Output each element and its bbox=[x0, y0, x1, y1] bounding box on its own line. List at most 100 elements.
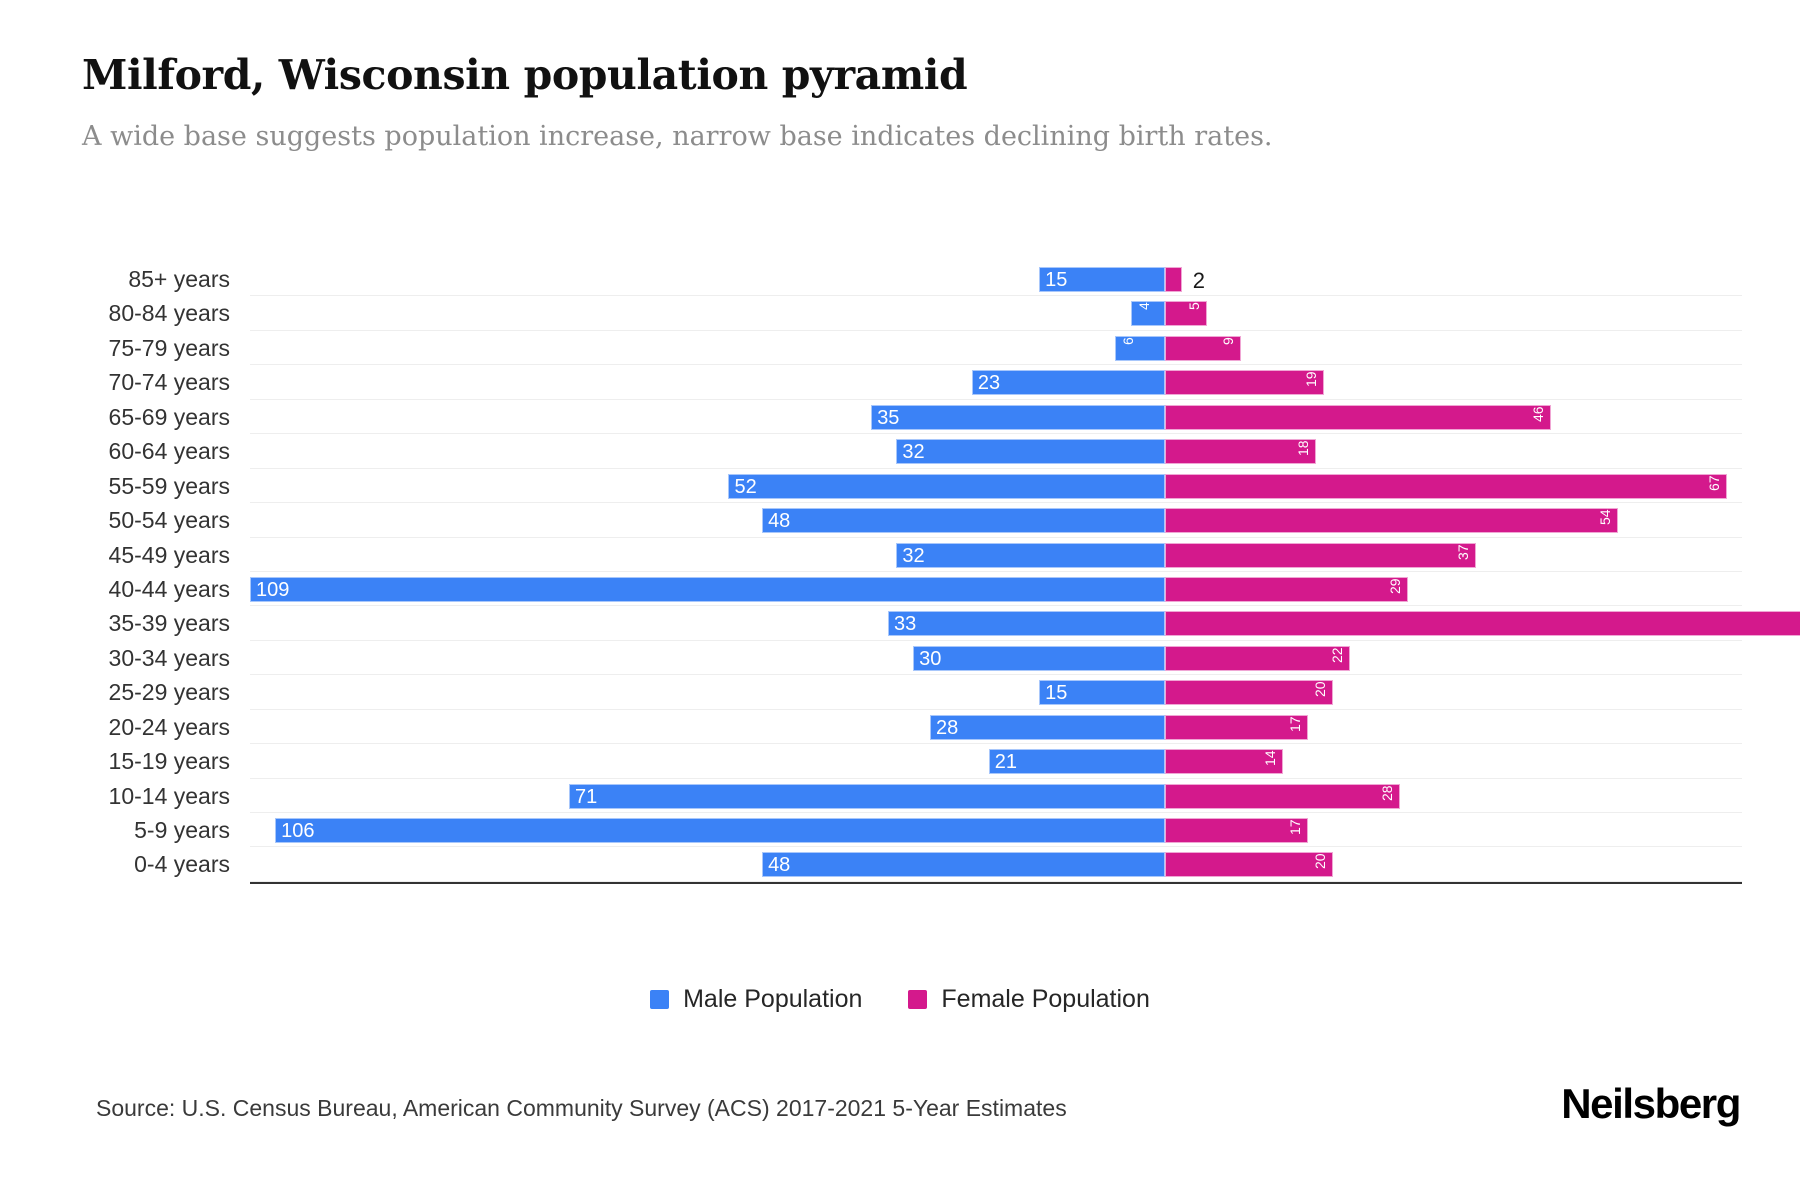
bar-value-female: 20 bbox=[1311, 681, 1328, 697]
gridline bbox=[250, 674, 1742, 676]
bar-female[interactable]: 46 bbox=[1165, 404, 1552, 430]
bar-male[interactable]: 48 bbox=[762, 852, 1165, 878]
bar-female[interactable]: 19 bbox=[1165, 370, 1325, 396]
gridline bbox=[250, 502, 1742, 504]
bar-value-male: 48 bbox=[768, 510, 791, 533]
legend-item-male[interactable]: Male Population bbox=[650, 985, 862, 1014]
chart-row: 48 54 bbox=[250, 503, 1742, 538]
y-axis-label: 70-74 years bbox=[108, 369, 230, 396]
bar-value-male: 15 bbox=[1045, 682, 1068, 705]
chart-header: Milford, Wisconsin population pyramid A … bbox=[82, 51, 1740, 154]
y-axis-label: 5-9 years bbox=[134, 817, 230, 844]
bar-value-male: 28 bbox=[935, 716, 959, 739]
bar-value-male: 52 bbox=[734, 475, 757, 498]
bar-male[interactable]: 23 bbox=[971, 370, 1165, 396]
bar-value-male: 106 bbox=[281, 820, 315, 842]
bar-value-female: 20 bbox=[1311, 853, 1328, 870]
gridline bbox=[250, 777, 1742, 779]
gridline bbox=[250, 570, 1742, 572]
bar-male[interactable]: 71 bbox=[568, 783, 1165, 809]
chart-row: 32 18 bbox=[250, 434, 1742, 469]
bar-female[interactable]: 2 bbox=[1165, 267, 1205, 293]
bar-male[interactable]: 52 bbox=[728, 473, 1165, 499]
y-axis-labels: 85+ years 80-84 years 75-79 years 70-74 yea… bbox=[82, 262, 242, 882]
bar-value-female: 2 bbox=[1192, 268, 1206, 293]
y-axis-label: 25-29 years bbox=[108, 679, 230, 706]
bar-rows: 1524569231935463218526748543237109293379… bbox=[250, 262, 1800, 882]
bar-female[interactable]: 20 bbox=[1165, 680, 1333, 706]
bar-female[interactable]: 54 bbox=[1165, 508, 1619, 534]
bar-female[interactable]: 17 bbox=[1165, 714, 1308, 740]
bar-male[interactable]: 28 bbox=[929, 714, 1165, 740]
bar-value-male: 48 bbox=[768, 854, 791, 877]
chart-row: 52 67 bbox=[250, 469, 1742, 504]
bar-female[interactable]: 79 bbox=[1165, 611, 1800, 637]
bar-female[interactable]: 17 bbox=[1165, 818, 1308, 843]
bar-female[interactable]: 18 bbox=[1165, 439, 1317, 465]
brand-logo: Neilsberg bbox=[1561, 1080, 1741, 1127]
bar-male[interactable]: 106 bbox=[275, 818, 1165, 843]
bar-value-female: 17 bbox=[1286, 819, 1303, 835]
bar-female[interactable]: 37 bbox=[1165, 542, 1476, 568]
y-axis-label: 20-24 years bbox=[108, 713, 230, 740]
bar-male[interactable]: 6 bbox=[1114, 335, 1165, 361]
y-axis-label: 45-49 years bbox=[108, 541, 230, 568]
y-axis-label: 40-44 years bbox=[108, 575, 230, 602]
bar-value-female: 9 bbox=[1219, 336, 1236, 345]
y-axis-label: 85+ years bbox=[128, 266, 230, 292]
bar-value-female: 67 bbox=[1706, 474, 1723, 491]
y-axis-label: 55-59 years bbox=[108, 472, 230, 499]
bar-male[interactable]: 21 bbox=[988, 749, 1165, 775]
chart-legend: Male Population Female Population bbox=[0, 985, 1800, 1014]
bar-female[interactable]: 67 bbox=[1165, 473, 1728, 499]
y-axis-label: 10-14 years bbox=[108, 782, 230, 809]
bar-value-female: 54 bbox=[1597, 509, 1614, 525]
y-axis-label: 60-64 years bbox=[108, 438, 230, 465]
bar-value-male: 32 bbox=[902, 544, 925, 567]
plot-area: 85+ years 80-84 years 75-79 years 70-74 yea… bbox=[82, 262, 1800, 912]
y-axis-label: 35-39 years bbox=[108, 610, 230, 637]
bar-male[interactable]: 32 bbox=[896, 439, 1165, 465]
bar-female[interactable]: 22 bbox=[1165, 645, 1350, 671]
bar-female[interactable]: 20 bbox=[1165, 852, 1333, 878]
bar-value-male: 32 bbox=[902, 441, 925, 464]
bar-female[interactable]: 28 bbox=[1165, 783, 1401, 809]
bar-value-male: 23 bbox=[977, 372, 1001, 395]
bar-male[interactable]: 35 bbox=[871, 404, 1165, 430]
x-axis-baseline bbox=[250, 882, 1742, 884]
chart-row: 28 17 bbox=[250, 710, 1742, 745]
bar-female[interactable]: 29 bbox=[1165, 576, 1409, 602]
y-axis-label: 50-54 years bbox=[108, 507, 230, 534]
bar-male[interactable]: 30 bbox=[913, 645, 1165, 671]
bar-value-female: 28 bbox=[1379, 784, 1396, 801]
gridline bbox=[250, 467, 1742, 469]
chart-row: 106 17 bbox=[250, 813, 1742, 848]
chart-row: 23 19 bbox=[250, 365, 1742, 400]
y-axis-label: 15-19 years bbox=[108, 748, 230, 775]
bar-female[interactable]: 14 bbox=[1165, 749, 1283, 775]
gridline bbox=[250, 398, 1742, 400]
bar-male[interactable]: 15 bbox=[1039, 680, 1165, 706]
legend-item-female[interactable]: Female Population bbox=[908, 985, 1150, 1014]
bar-value-female: 14 bbox=[1261, 750, 1278, 766]
gridline bbox=[250, 639, 1742, 641]
bar-value-female: 37 bbox=[1454, 543, 1471, 560]
gridline bbox=[250, 364, 1742, 366]
chart-footer: Source: U.S. Census Bureau, American Com… bbox=[96, 1080, 1741, 1127]
bar-male[interactable]: 4 bbox=[1131, 301, 1165, 327]
bar-male[interactable]: 33 bbox=[887, 611, 1165, 637]
bar-female[interactable]: 9 bbox=[1165, 335, 1241, 361]
bar-value-female: 5 bbox=[1185, 302, 1202, 311]
bar-male[interactable]: 48 bbox=[762, 508, 1165, 534]
bar-value-female: 18 bbox=[1295, 440, 1312, 456]
bar-male[interactable]: 109 bbox=[250, 576, 1165, 602]
bar-male[interactable]: 15 bbox=[1039, 267, 1165, 292]
bar-female[interactable]: 5 bbox=[1165, 301, 1207, 327]
bar-value-male: 15 bbox=[1045, 269, 1068, 291]
bar-male[interactable]: 32 bbox=[896, 542, 1165, 568]
gridline bbox=[250, 708, 1742, 710]
page-title: Milford, Wisconsin population pyramid bbox=[82, 51, 968, 99]
legend-swatch-male-icon bbox=[650, 990, 670, 1009]
